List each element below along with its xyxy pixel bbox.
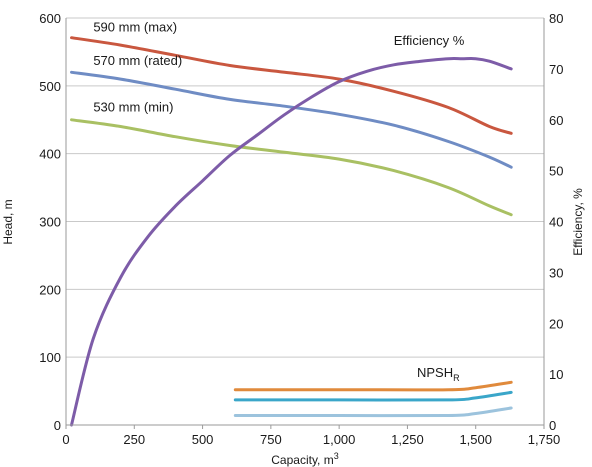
x-tick-label: 500	[192, 432, 214, 447]
series-annotation: 530 mm (min)	[93, 100, 173, 115]
y-left-tick-label: 0	[54, 418, 61, 433]
x-tick-label: 1,000	[323, 432, 356, 447]
gridlines	[66, 17, 544, 358]
series-line-efficiency	[70, 57, 513, 427]
y-right-tick-label: 30	[549, 265, 563, 280]
series-annotation: 570 mm (rated)	[93, 53, 182, 68]
y-left-tick-label: 300	[39, 215, 61, 230]
series-line-570-mm-rated	[70, 70, 513, 169]
series-line-530-mm-min	[70, 118, 513, 217]
y-left-tick-label: 500	[39, 79, 61, 94]
y-left-axis-title: Head, m	[1, 199, 15, 244]
y-right-tick-label: 20	[549, 316, 563, 331]
npsh-line-3	[233, 406, 513, 418]
y-left-tick-label: 600	[39, 11, 61, 26]
y-right-tick-label: 60	[549, 113, 563, 128]
x-tick-label: 750	[260, 432, 282, 447]
x-tick-label: 0	[62, 432, 69, 447]
y-right-tick-label: 80	[549, 11, 563, 26]
y-right-tick-label: 40	[549, 215, 563, 230]
npsh-line-2	[233, 390, 513, 402]
y-left-tick-label: 400	[39, 147, 61, 162]
x-tick-label: 1,500	[459, 432, 492, 447]
series-lines	[70, 36, 513, 427]
npsh-lines	[233, 380, 513, 418]
x-axis-ticks: 0 250 500 750 1,000 1,250 1,500 1,750	[62, 425, 560, 447]
y-right-axis-ticks: 0 10 20 30 40 50 60 70 80	[549, 11, 563, 433]
npsh-line-1	[233, 380, 513, 392]
y-right-tick-label: 50	[549, 164, 563, 179]
x-tick-label: 250	[123, 432, 145, 447]
y-right-tick-label: 10	[549, 367, 563, 382]
npsh-label: NPSHR	[417, 365, 460, 383]
y-right-tick-label: 70	[549, 62, 563, 77]
y-left-tick-label: 200	[39, 282, 61, 297]
x-tick-label: 1,750	[528, 432, 561, 447]
y-right-tick-label: 0	[549, 418, 556, 433]
x-axis-title: Capacity, m3	[271, 451, 338, 467]
y-left-axis-ticks: 0 100 200 300 400 500 600	[39, 11, 61, 433]
x-tick-label: 1,250	[391, 432, 424, 447]
annotations: 590 mm (max) 570 mm (rated) 530 mm (min) Ef…	[93, 20, 464, 115]
series-annotation: 590 mm (max)	[93, 20, 177, 35]
y-left-tick-label: 100	[39, 350, 61, 365]
y-right-axis-title: Efficiency, %	[571, 188, 585, 256]
series-line-590-mm-max	[70, 36, 513, 135]
series-annotation: Efficiency %	[394, 33, 465, 48]
